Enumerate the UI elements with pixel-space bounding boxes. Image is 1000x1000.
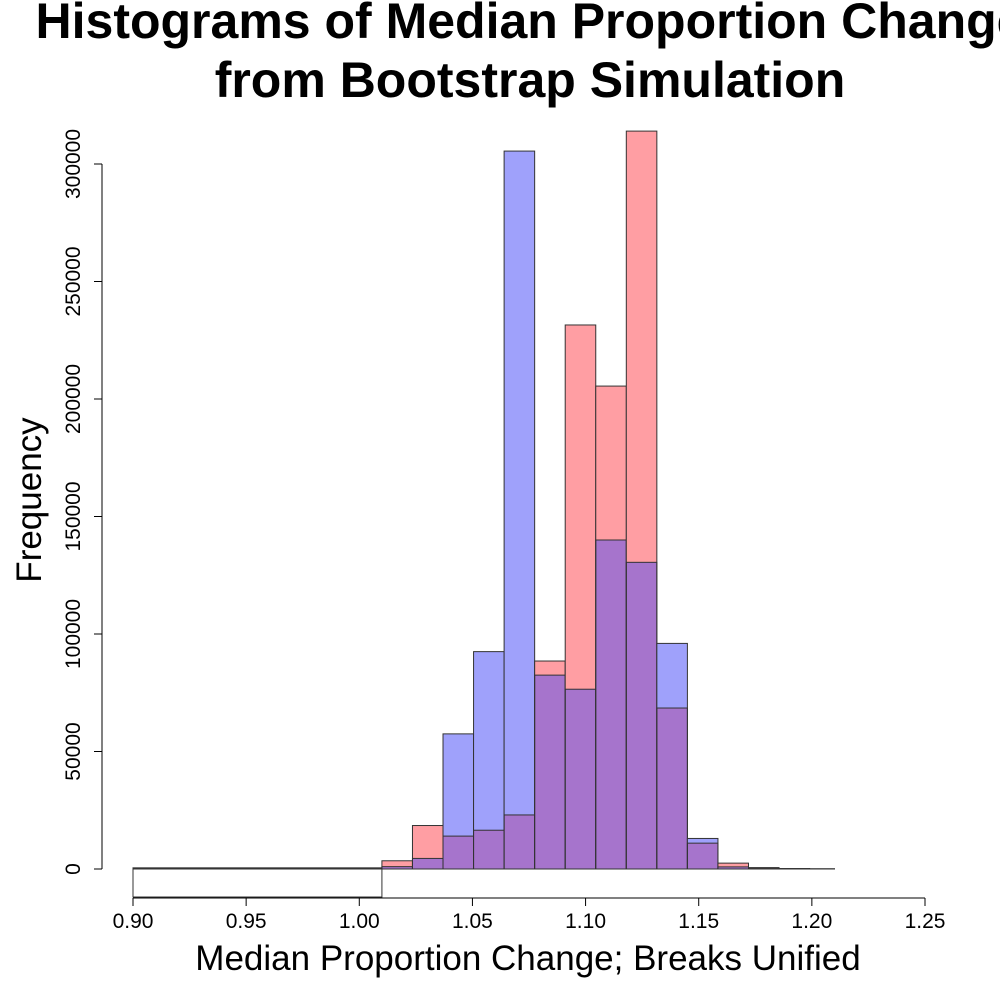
overlap-bar	[504, 814, 535, 869]
y-tick-label: 150000	[62, 481, 85, 551]
x-tick-label: 0.95	[226, 910, 267, 933]
y-tick-label: 250000	[62, 246, 85, 316]
overlap-bar	[626, 562, 657, 869]
overlap-bar	[443, 836, 474, 869]
red-bar	[565, 324, 596, 690]
chart-title-line2: from Bootstrap Simulation	[215, 52, 846, 108]
red-bar	[717, 863, 749, 867]
y-axis: 0 50000 100000 150000 200000 250000 300000	[62, 129, 103, 875]
x-tick-label: 1.10	[565, 910, 606, 933]
overlap-bar	[687, 843, 718, 869]
x-axis-label: Median Proportion Change; Breaks Unified	[195, 939, 860, 978]
blue-bar-outline	[686, 837, 719, 870]
blue-bar	[687, 838, 718, 844]
overlap-bar	[565, 689, 596, 869]
blue-bar	[656, 643, 688, 709]
red-bar	[595, 386, 627, 540]
overlap-bar	[717, 866, 749, 869]
y-tick-label: 100000	[62, 599, 85, 669]
x-axis: 0.90 0.95 1.00 1.05 1.10 1.15 1.20 1.25	[113, 897, 946, 933]
x-tick-label: 1.05	[452, 910, 493, 933]
y-axis-label: Frequency	[10, 417, 49, 583]
overlap-bar	[473, 830, 505, 869]
red-bar	[412, 825, 444, 859]
histogram-bars	[132, 130, 835, 898]
x-tick-label: 1.15	[678, 910, 719, 933]
blue-bar	[473, 651, 505, 831]
blue-bar	[504, 151, 535, 815]
y-tick-label: 200000	[62, 364, 85, 434]
y-tick-label: 0	[62, 863, 85, 875]
y-tick-label: 300000	[62, 129, 85, 199]
blue-bar	[443, 733, 474, 837]
x-tick-label: 1.00	[339, 910, 380, 933]
y-tick-label: 50000	[62, 722, 85, 780]
blue-bar-outline	[503, 150, 536, 870]
overlap-bar	[656, 708, 688, 869]
x-tick-label: 1.25	[905, 910, 946, 933]
chart-title-line1: Histograms of Median Proportion Change	[36, 0, 1000, 49]
x-tick-label: 0.90	[113, 910, 154, 933]
overlap-bar	[381, 866, 413, 869]
first-bin-outline	[132, 868, 383, 898]
red-bar	[381, 860, 413, 867]
overlap-bar	[412, 858, 444, 869]
red-bar	[626, 131, 657, 563]
red-bar	[534, 661, 566, 676]
x-tick-label: 1.20	[791, 910, 832, 933]
overlap-bar	[534, 675, 566, 869]
blue-bar-outline	[656, 642, 688, 870]
overlap-bar	[595, 540, 627, 869]
